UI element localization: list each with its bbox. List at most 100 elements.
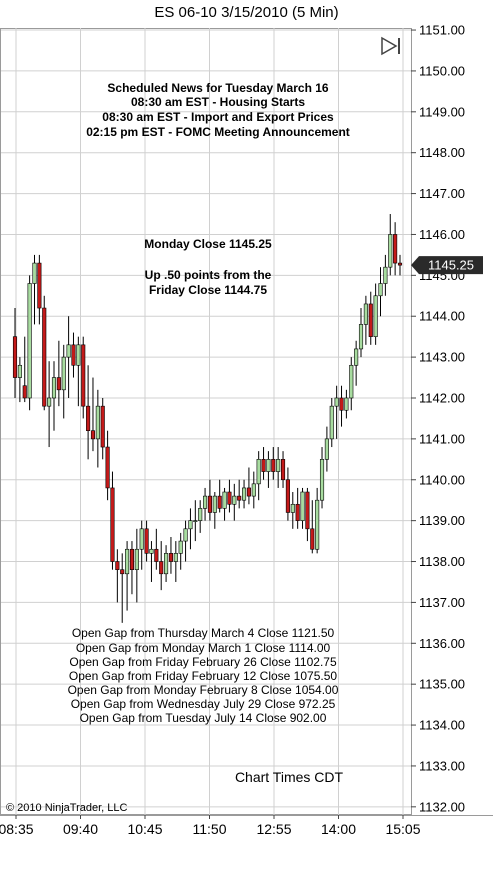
news-title: Scheduled News for Tuesday March 16 [107,81,329,95]
candle-up [300,491,305,521]
candle-up [27,283,32,399]
candle-up [319,459,325,501]
candlestick-series [12,214,403,623]
x-tick-label: 08:35 [0,821,34,837]
gap-line: Open Gap from Friday February 26 Close 1… [69,655,337,669]
candle-up [363,303,368,325]
candle-down [271,459,276,472]
last-price-label: 1145.25 [411,256,483,275]
candle-up [134,548,139,571]
candle-down [227,491,232,505]
y-tick-label: 1136.00 [419,636,465,651]
candle-up [344,397,349,411]
candle-down [397,262,403,266]
candle-up [383,266,388,284]
close-line: Friday Close 1144.75 [149,283,267,297]
close-line: Up .50 points from the [145,268,272,282]
candle-up [51,377,57,399]
gap-line: Open Gap from Monday March 1 Close 1114.… [76,641,331,655]
y-tick-label: 1151.00 [419,23,465,38]
candle-down [207,495,212,513]
gap-line: Open Gap from Monday February 8 Close 10… [68,683,339,697]
candle-down [56,377,61,391]
candle-down [144,528,149,554]
time-axis[interactable]: 08:35 09:40 10:45 11:50 12:55 14:00 15:05 [0,815,421,837]
candle-up [373,295,378,337]
grid-lines [1,28,411,815]
candle-up [183,528,188,542]
candle-down [368,303,373,337]
gap-annotations: Open Gap from Thursday March 4 Close 112… [68,626,339,725]
candle-down [168,553,174,562]
candle-down [310,528,315,550]
candle-down [105,446,110,489]
candle-down [81,344,86,407]
candle-up [125,548,130,575]
candle-down [22,385,27,399]
candle-down [295,503,300,521]
candle-down [129,548,135,571]
y-tick-label: 1146.00 [419,227,465,242]
candle-up [324,438,329,460]
y-tick-label: 1134.00 [419,718,465,733]
candle-down [12,336,18,378]
chart-title: ES 06-10 3/15/2010 (5 Min) [154,4,339,21]
chart-times-label: Chart Times CDT [235,769,344,785]
candle-up [266,459,271,472]
candle-up [329,405,334,440]
news-annotation: Scheduled News for Tuesday March 16 08:3… [86,81,350,139]
x-tick-label: 09:40 [63,821,98,837]
candle-down [280,459,286,481]
candle-down [154,548,159,562]
news-item: 08:30 am EST - Housing Starts [131,95,305,109]
candle-down [120,569,125,575]
candle-up [354,348,359,366]
candle-up [61,356,66,391]
y-tick-label: 1142.00 [419,390,465,405]
candle-down [217,495,222,509]
candle-up [198,508,203,521]
x-tick-label: 10:45 [127,821,162,837]
gap-line: Open Gap from Wednesday July 29 Close 97… [71,697,336,711]
gap-line: Open Gap from Friday February 12 Close 1… [69,669,337,683]
candle-down [90,430,96,440]
news-item: 02:15 pm EST - FOMC Meeting Announcement [86,125,350,139]
candle-down [110,487,115,562]
y-tick-label: 1141.00 [419,431,465,446]
candle-up [47,397,52,407]
x-tick-label: 12:55 [256,821,291,837]
candle-down [339,397,344,411]
candle-down [100,405,105,448]
x-tick-label: 14:00 [321,821,356,837]
y-tick-label: 1133.00 [419,758,465,773]
play-bar-icon[interactable] [381,36,400,56]
candle-up [388,234,393,268]
x-tick-label: 11:50 [193,821,227,837]
candle-up [222,491,227,509]
copyright-text: © 2010 NinjaTrader, LLC [6,802,127,814]
y-tick-label: 1135.00 [419,677,465,692]
gap-line: Open Gap from Thursday March 4 Close 112… [72,626,335,640]
candle-up [349,364,354,399]
candle-up [203,495,208,509]
candle-down [246,487,251,497]
last-price-text: 1145.25 [428,258,474,273]
close-annotation: Monday Close 1145.25 Up .50 points from … [144,237,272,297]
candle-up [290,503,295,513]
candle-down [86,405,91,431]
candle-down [159,561,164,575]
candle-up [164,553,169,575]
gap-line: Open Gap from Tuesday July 14 Close 902.… [80,711,327,725]
y-tick-label: 1148.00 [419,145,465,160]
candle-down [42,307,47,407]
candle-down [37,262,42,309]
candle-down [115,561,120,571]
price-axis[interactable]: 1132.00 1133.00 1134.00 1135.00 1136.00 1137.… [411,23,465,815]
close-line: Monday Close 1145.25 [144,237,272,251]
candle-up [378,283,383,297]
candle-up [95,405,100,440]
candle-up [188,520,193,530]
candle-up [173,553,178,562]
y-tick-label: 1147.00 [419,186,465,201]
